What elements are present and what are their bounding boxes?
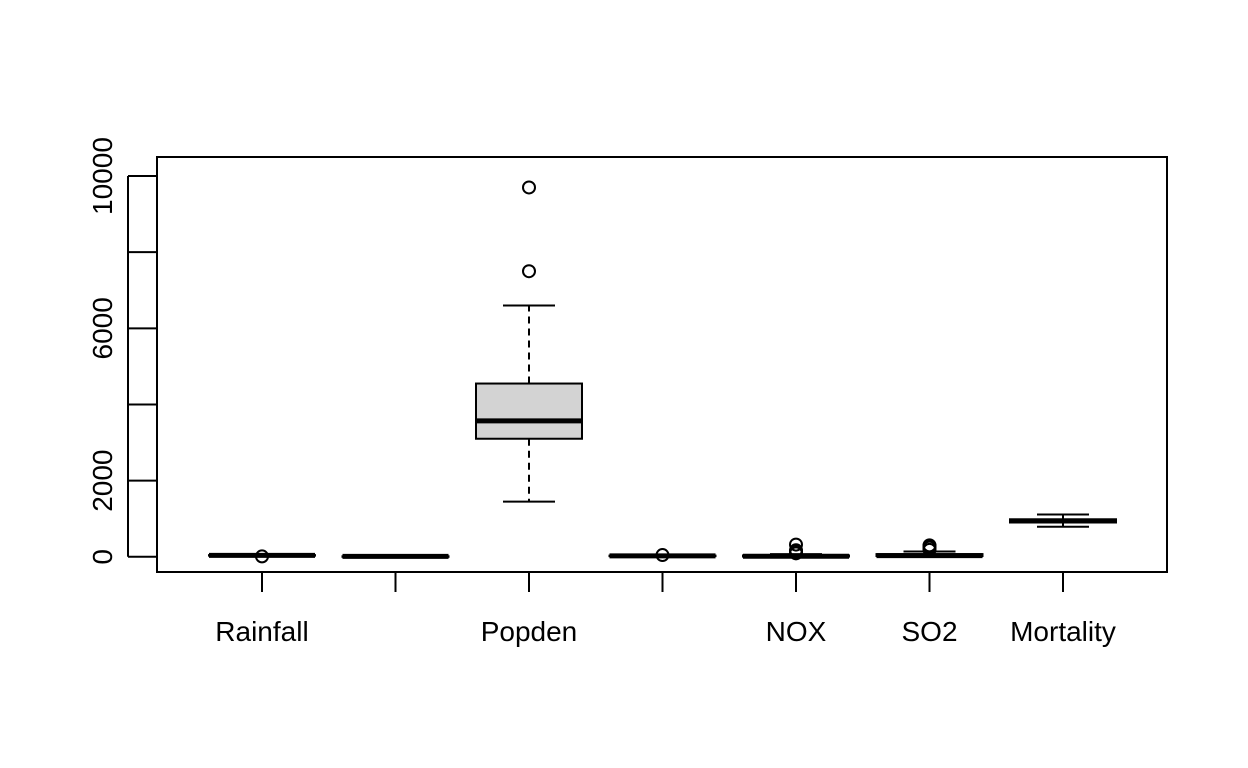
outlier-point — [522, 264, 536, 279]
box-group — [608, 548, 717, 563]
box — [475, 382, 583, 440]
box-group — [475, 180, 583, 503]
plot-frame — [156, 156, 1168, 573]
y-tick-label: 0 — [87, 549, 118, 565]
box-group — [1009, 513, 1117, 528]
box-group — [208, 549, 316, 564]
outlier-point — [522, 180, 536, 195]
box-group — [742, 537, 850, 561]
outlier-point — [255, 549, 269, 564]
outlier-point — [922, 538, 937, 553]
outlier-point — [789, 537, 803, 552]
y-tick-label: 10000 — [87, 137, 118, 215]
x-category-label: Mortality — [1010, 616, 1116, 647]
outlier-point — [789, 543, 803, 558]
box-group — [341, 553, 450, 559]
x-category-label: Rainfall — [215, 616, 308, 647]
x-category-label: Popden — [481, 616, 578, 647]
x-category-label: SO2 — [901, 616, 957, 647]
box-group — [875, 538, 984, 559]
x-category-label: NOX — [766, 616, 827, 647]
outlier-point — [655, 548, 670, 563]
y-tick-label: 2000 — [87, 449, 118, 511]
y-tick-label: 6000 — [87, 297, 118, 359]
